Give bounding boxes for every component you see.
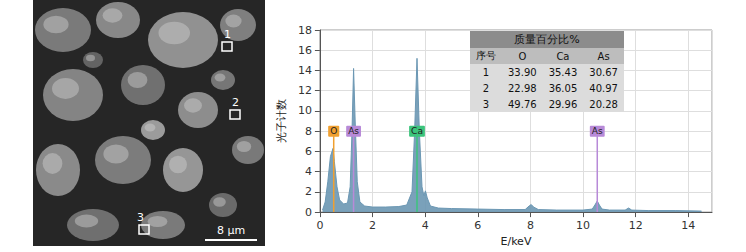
svg-text:14: 14: [681, 219, 695, 232]
svg-text:4: 4: [422, 219, 429, 232]
html-text:22.98: 22.98: [508, 82, 537, 94]
svg-text:As: As: [592, 126, 603, 136]
html-text:30.67: 30.67: [589, 66, 618, 78]
svg-text:光子计数: 光子计数: [275, 99, 288, 143]
svg-text:10: 10: [298, 104, 312, 117]
html-text:3: 3: [482, 98, 490, 110]
svg-text:Ca: Ca: [411, 126, 423, 136]
svg-text:10: 10: [576, 219, 590, 232]
html-text:质量百分比%: 质量百分比%: [514, 33, 580, 46]
html-text:29.96: 29.96: [548, 98, 578, 110]
html-text:Ca: Ca: [556, 50, 570, 62]
svg-text:As: As: [348, 126, 359, 136]
svg-text:18: 18: [298, 24, 312, 37]
html-text:35.43: 35.43: [548, 66, 578, 78]
svg-text:8: 8: [305, 125, 312, 138]
html-text:As: As: [597, 50, 610, 62]
svg-text:0: 0: [305, 206, 312, 219]
html-text:40.97: 40.97: [589, 82, 618, 94]
svg-text:12: 12: [629, 219, 643, 232]
svg-text:0: 0: [316, 219, 323, 232]
svg-text:6: 6: [305, 145, 312, 158]
svg-text:2: 2: [305, 185, 312, 198]
html-text:序号: 序号: [476, 50, 496, 61]
svg-text:2: 2: [232, 96, 239, 109]
html-text:33.90: 33.90: [508, 66, 537, 78]
html-text:O: O: [518, 50, 527, 62]
html-text:1: 1: [482, 66, 490, 78]
svg-text:14: 14: [298, 64, 312, 77]
svg-text:2: 2: [369, 219, 376, 232]
html-text:49.76: 49.76: [508, 98, 537, 110]
svg-text:8: 8: [527, 219, 534, 232]
html-text:20.28: 20.28: [589, 98, 618, 110]
svg-text:6: 6: [474, 219, 481, 232]
svg-text:4: 4: [305, 165, 312, 178]
svg-text:8 μm: 8 μm: [217, 224, 245, 237]
svg-text:12: 12: [298, 84, 312, 97]
svg-text:E/keV: E/keV: [500, 235, 531, 248]
svg-text:3: 3: [137, 211, 144, 224]
html-text:2: 2: [482, 82, 490, 94]
svg-text:1: 1: [224, 28, 231, 41]
html-text:36.05: 36.05: [548, 82, 578, 94]
svg-text:16: 16: [298, 44, 312, 57]
svg-text:O: O: [330, 126, 337, 136]
